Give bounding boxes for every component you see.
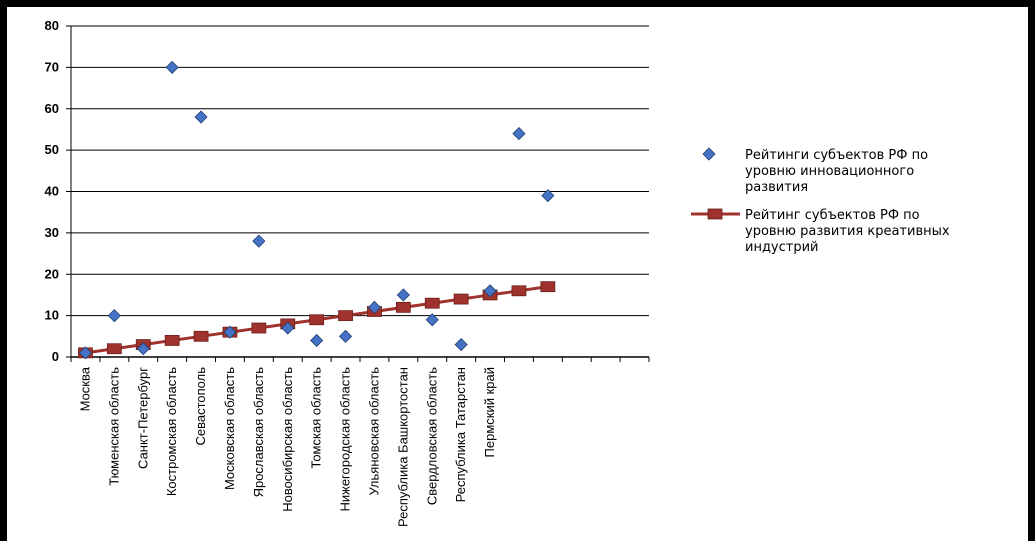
x-tick-label: Новосибирская область [280,367,295,512]
scatter-point [367,300,382,314]
x-tick-label: Тюменская область [106,367,121,486]
line-marker [193,330,209,342]
line-marker [106,343,122,355]
legend-label: Рейтинги субъектов РФ по [745,148,928,163]
legend-label: индустрий [745,240,819,255]
y-tick-label: 30 [45,225,59,240]
axes [66,25,650,362]
x-tick-label: Костромская область [164,367,179,496]
scatter-point [107,309,121,323]
x-tick-label: Санкт-Петербург [135,367,150,469]
legend-label: развития [745,180,808,195]
x-tick-label: Томская область [309,367,324,469]
x-tick-label: Свердловская область [424,367,439,505]
line-marker [395,301,411,313]
y-tick-label: 80 [45,18,59,33]
x-tick-label: Московская область [222,367,237,490]
line-marker [309,314,325,326]
y-tick-label: 40 [45,184,59,199]
x-tick-label: Пермский край [482,367,497,457]
chart: 0 10 20 30 40 50 60 70 80 Москва Тюменская област… [45,18,950,527]
line-marker [338,310,353,322]
legend-diamond-marker [702,147,716,161]
legend-label: Рейтинг субъектов РФ по [745,208,920,223]
line-marker [511,285,527,297]
y-tick-labels: 0 10 20 30 40 50 60 70 80 [45,18,59,364]
scatter-point [425,313,439,327]
scatter-point [338,329,353,343]
scatter-point [396,288,410,302]
x-tick-label: Севастополь [193,367,208,446]
gridlines [71,25,649,317]
line-marker [453,293,469,305]
x-tick-labels: Москва Тюменская область Санкт-Петербург Ко… [77,366,497,527]
y-tick-label: 70 [45,59,59,74]
innovation-series [78,60,555,360]
line-marker [540,281,556,293]
y-tick-label: 20 [45,266,59,281]
legend-square-marker [707,208,723,220]
scatter-point [194,110,208,124]
scatter-point [78,346,93,360]
x-tick-label: Ульяновская область [366,367,381,496]
legend-label: уровню развития креативных [745,224,950,239]
scatter-point [223,325,237,339]
scatter-point [281,321,295,335]
x-tick-label: Ярославская область [251,367,266,498]
line-marker [164,335,180,346]
y-tick-label: 10 [45,308,59,323]
y-tick-label: 0 [52,349,59,364]
scatter-point [541,189,555,203]
y-tick-label: 50 [45,142,59,157]
scatter-point [310,333,324,348]
scatter-point [136,342,150,356]
scatter-point [252,234,266,248]
chart-frame: 0 10 20 30 40 50 60 70 80 Москва Тюменская област… [5,7,1030,541]
scatter-point [165,60,179,74]
scatter-point [512,127,526,141]
x-tick-label: Республика Башкортостан [395,367,410,527]
x-tick-label: Нижегородская область [338,367,353,512]
scatter-point [454,338,468,352]
scatter-point [483,284,497,298]
y-tick-label: 60 [45,101,59,116]
legend-label: уровню инновационного [745,164,914,179]
x-tick-label: Москва [77,366,92,411]
line-marker [424,297,440,309]
x-tick-label: Республика Татарстан [453,367,468,502]
line-marker [251,322,267,334]
